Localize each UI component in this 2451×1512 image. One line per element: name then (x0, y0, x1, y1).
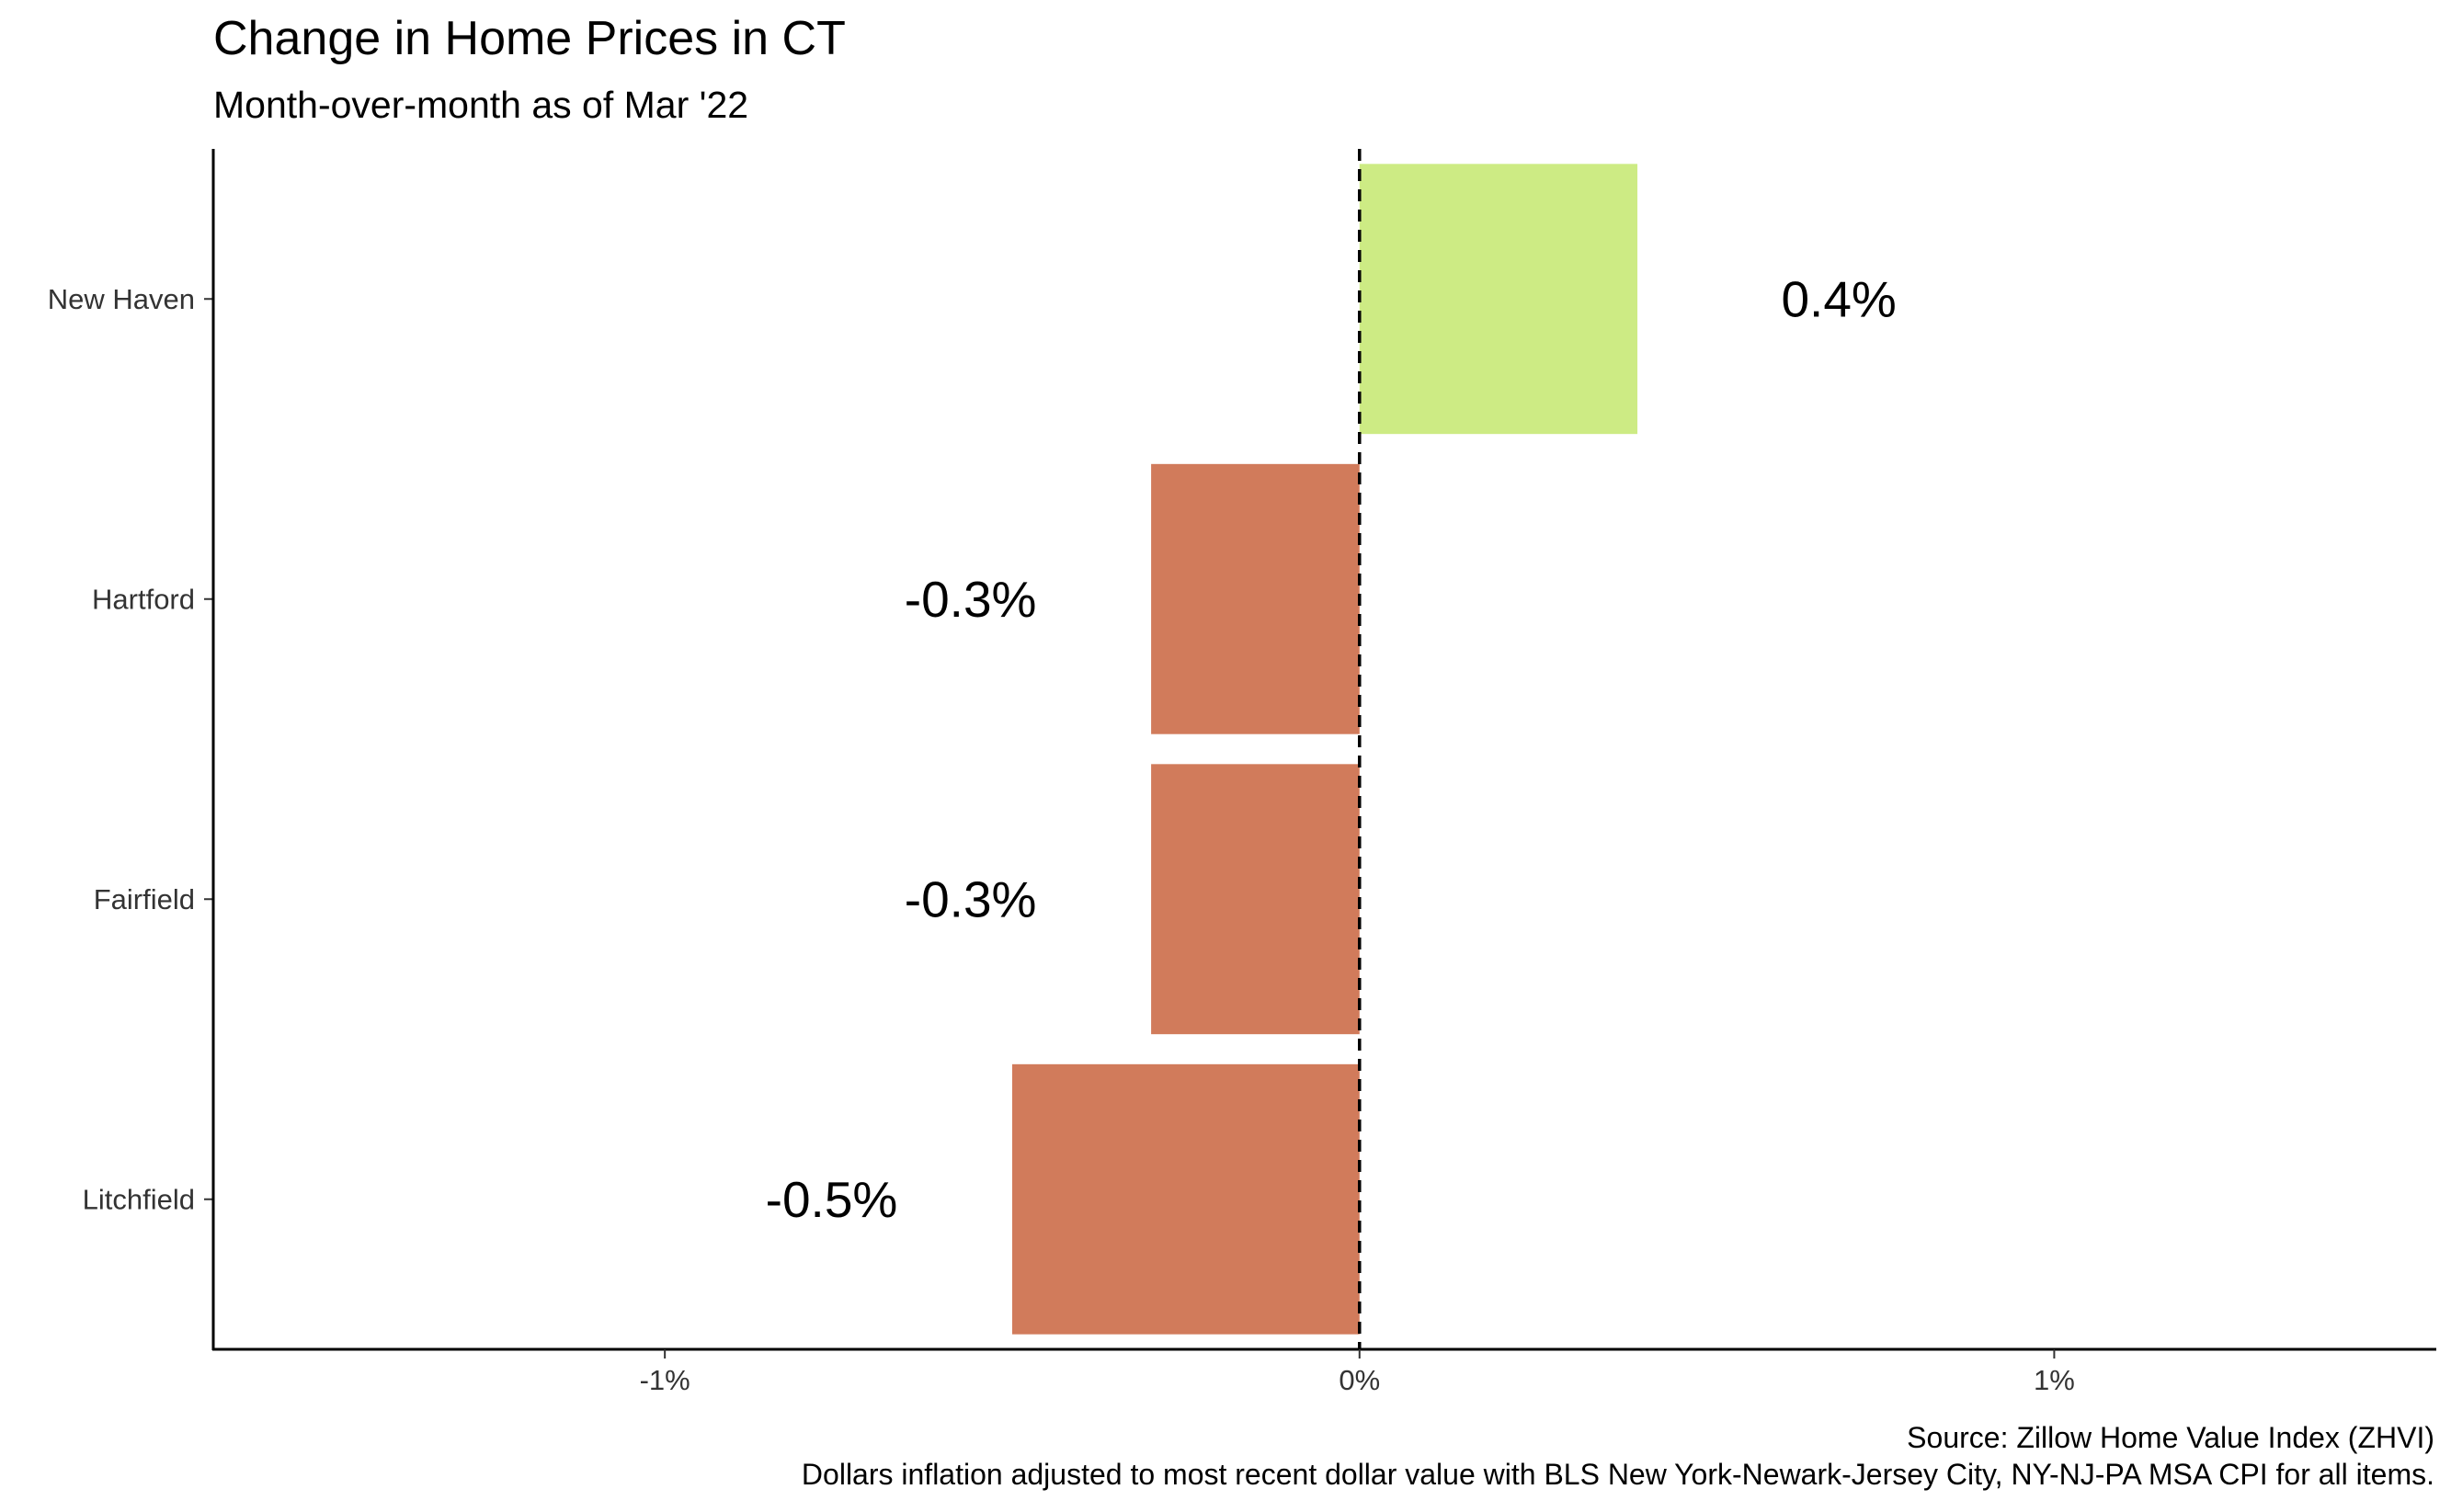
bar-fairfield (1151, 764, 1360, 1035)
bar-new-haven (1359, 164, 1638, 435)
category-label: Litchfield (83, 1183, 195, 1215)
bar-hartford (1151, 463, 1360, 734)
value-label: -0.3% (905, 870, 1037, 927)
value-labels-layer: 0.4% -0.3% -0.3% -0.5% (766, 270, 1897, 1228)
value-label: -0.5% (766, 1171, 898, 1228)
category-label: Hartford (92, 583, 195, 615)
category-label: New Haven (48, 283, 195, 315)
caption-note: Dollars inflation adjusted to most recen… (801, 1458, 2434, 1491)
chart-subtitle: Month-over-month as of Mar '22 (213, 84, 749, 126)
caption-source: Source: Zillow Home Value Index (ZHVI) (1907, 1421, 2434, 1454)
value-label: 0.4% (1781, 270, 1896, 327)
axes-layer: New Haven Hartford Fairfield Litchfield -1% 0… (48, 149, 2436, 1396)
x-tick-label: 0% (1339, 1364, 1380, 1396)
x-tick-label: 1% (2034, 1364, 2075, 1396)
chart-title: Change in Home Prices in CT (213, 12, 846, 65)
value-label: -0.3% (905, 571, 1037, 628)
category-label: Fairfield (94, 883, 195, 915)
bar-litchfield (1011, 1063, 1360, 1335)
bars-layer (1011, 164, 1638, 1335)
x-tick-label: -1% (640, 1364, 690, 1396)
